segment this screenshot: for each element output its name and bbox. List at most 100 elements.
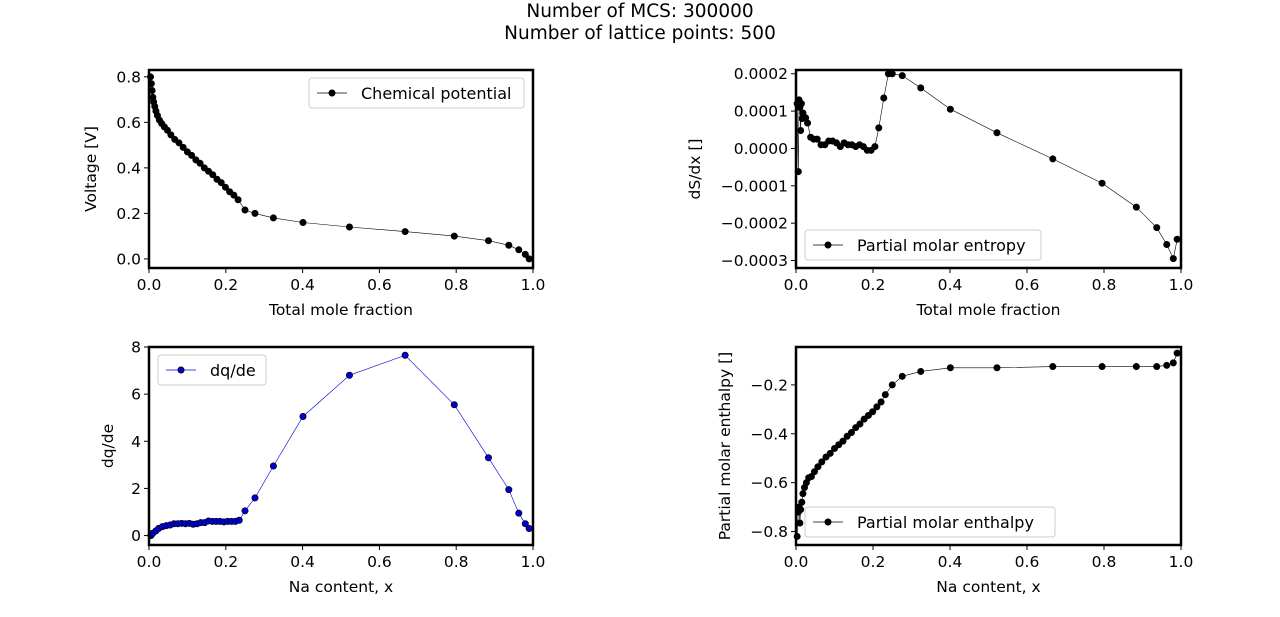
data-point <box>221 183 229 191</box>
x-tick-label: 0.6 <box>367 276 392 294</box>
data-point <box>875 124 883 132</box>
data-point <box>188 151 196 159</box>
legend-dqde: dq/de <box>157 354 267 386</box>
data-point <box>814 463 822 471</box>
data-point <box>179 143 187 151</box>
data-point <box>299 413 307 421</box>
data-point <box>241 507 249 515</box>
data-point <box>917 84 925 92</box>
x-tick-label: 0.8 <box>1092 276 1117 294</box>
x-tick-label: 0.6 <box>1015 553 1040 571</box>
data-point <box>818 458 826 466</box>
legend-frame <box>804 506 1056 538</box>
x-tick-label: 0.6 <box>367 553 392 571</box>
y-tick-label: −0.0002 <box>721 215 788 233</box>
data-point <box>807 473 815 481</box>
legend-frame <box>308 77 525 109</box>
x-tick-label: 0.8 <box>1092 553 1117 571</box>
y-tick-label: 4 <box>131 433 141 451</box>
y-axis-label: Partial molar enthalpy [] <box>716 352 734 540</box>
data-point <box>797 100 805 108</box>
legend-label: Partial molar entropy <box>857 236 1026 255</box>
data-point <box>810 468 818 476</box>
data-point <box>269 214 277 222</box>
x-tick-label: 0.2 <box>861 276 886 294</box>
data-point <box>869 408 877 416</box>
data-point <box>525 524 533 532</box>
data-point <box>1049 155 1057 163</box>
data-point <box>521 520 529 528</box>
y-tick-label: 0.0001 <box>734 103 788 121</box>
data-point <box>1153 363 1161 371</box>
y-tick-label: 6 <box>131 386 141 404</box>
y-axis-label: Voltage [V] <box>82 126 100 212</box>
y-tick-label: 0.4 <box>116 159 141 177</box>
data-point <box>1132 203 1140 211</box>
data-point <box>234 196 242 204</box>
y-tick-label: −0.2 <box>750 376 788 394</box>
data-point <box>521 250 529 258</box>
axes-frame <box>147 345 535 547</box>
data-point <box>484 454 492 462</box>
y-tick-label: 0.0002 <box>734 65 788 83</box>
data-point <box>1098 363 1106 371</box>
y-tick-label: 0.8 <box>116 68 141 86</box>
y-tick-label: −0.4 <box>750 425 788 443</box>
data-point <box>877 398 885 406</box>
y-tick-label: −0.6 <box>750 474 788 492</box>
data-point <box>1173 349 1181 357</box>
y-tick-label: 0.6 <box>116 114 141 132</box>
data-point <box>175 139 183 147</box>
x-tick-label: 1.0 <box>521 276 546 294</box>
data-point <box>826 449 834 457</box>
data-point <box>799 490 807 498</box>
x-tick-label: 1.0 <box>1169 276 1194 294</box>
y-axis-label: dS/dx [] <box>686 139 704 200</box>
data-point <box>401 351 409 359</box>
data-point <box>1163 361 1171 369</box>
legend-label: Partial molar enthalpy <box>857 513 1034 532</box>
x-tick-label: 0.4 <box>938 553 963 571</box>
data-point <box>1049 363 1057 371</box>
data-point <box>797 506 805 514</box>
data-point <box>196 159 204 167</box>
y-tick-label: −0.0001 <box>721 177 788 195</box>
data-point <box>1163 240 1171 248</box>
x-tick-label: 0.4 <box>938 276 963 294</box>
data-point <box>871 143 879 151</box>
axes-frame <box>147 68 535 270</box>
data-point <box>217 179 225 187</box>
data-point <box>993 129 1001 137</box>
legend-label: dq/de <box>210 361 256 380</box>
data-point <box>345 223 353 231</box>
legend-marker-sample <box>328 89 336 97</box>
legend-marker-sample <box>824 518 832 526</box>
data-point <box>888 70 896 78</box>
data-point <box>505 241 513 249</box>
y-tick-label: 0.0 <box>116 250 141 268</box>
x-tick-label: 0.4 <box>290 276 315 294</box>
data-point <box>946 364 954 372</box>
data-point <box>798 498 806 506</box>
subplot-entropy: 0.0 0.2 0.4 0.6 0.8 1.0 −0.0003 −0.0002 −0.0001 0… <box>686 65 1193 319</box>
x-axis-label: Na content, x <box>936 578 1040 596</box>
data-point <box>873 403 881 411</box>
y-tick-label: −0.0003 <box>721 252 788 270</box>
y-tick-label: −0.8 <box>750 523 788 541</box>
x-tick-label: 1.0 <box>1169 553 1194 571</box>
figure-suptitle-line-1: Number of MCS: 300000 <box>526 1 754 22</box>
x-tick-label: 0.8 <box>444 276 469 294</box>
data-point <box>167 131 175 139</box>
y-axis-label: dq/de <box>99 424 117 468</box>
legend-marker-sample <box>824 241 832 249</box>
axes-frame <box>794 345 1183 547</box>
data-point <box>235 516 243 524</box>
data-point <box>345 371 353 379</box>
y-tick-label: 8 <box>131 339 141 357</box>
data-point <box>299 218 307 226</box>
data-point <box>796 519 804 527</box>
legend-frame <box>804 229 1042 261</box>
data-point <box>241 206 249 214</box>
data-point <box>993 364 1001 372</box>
